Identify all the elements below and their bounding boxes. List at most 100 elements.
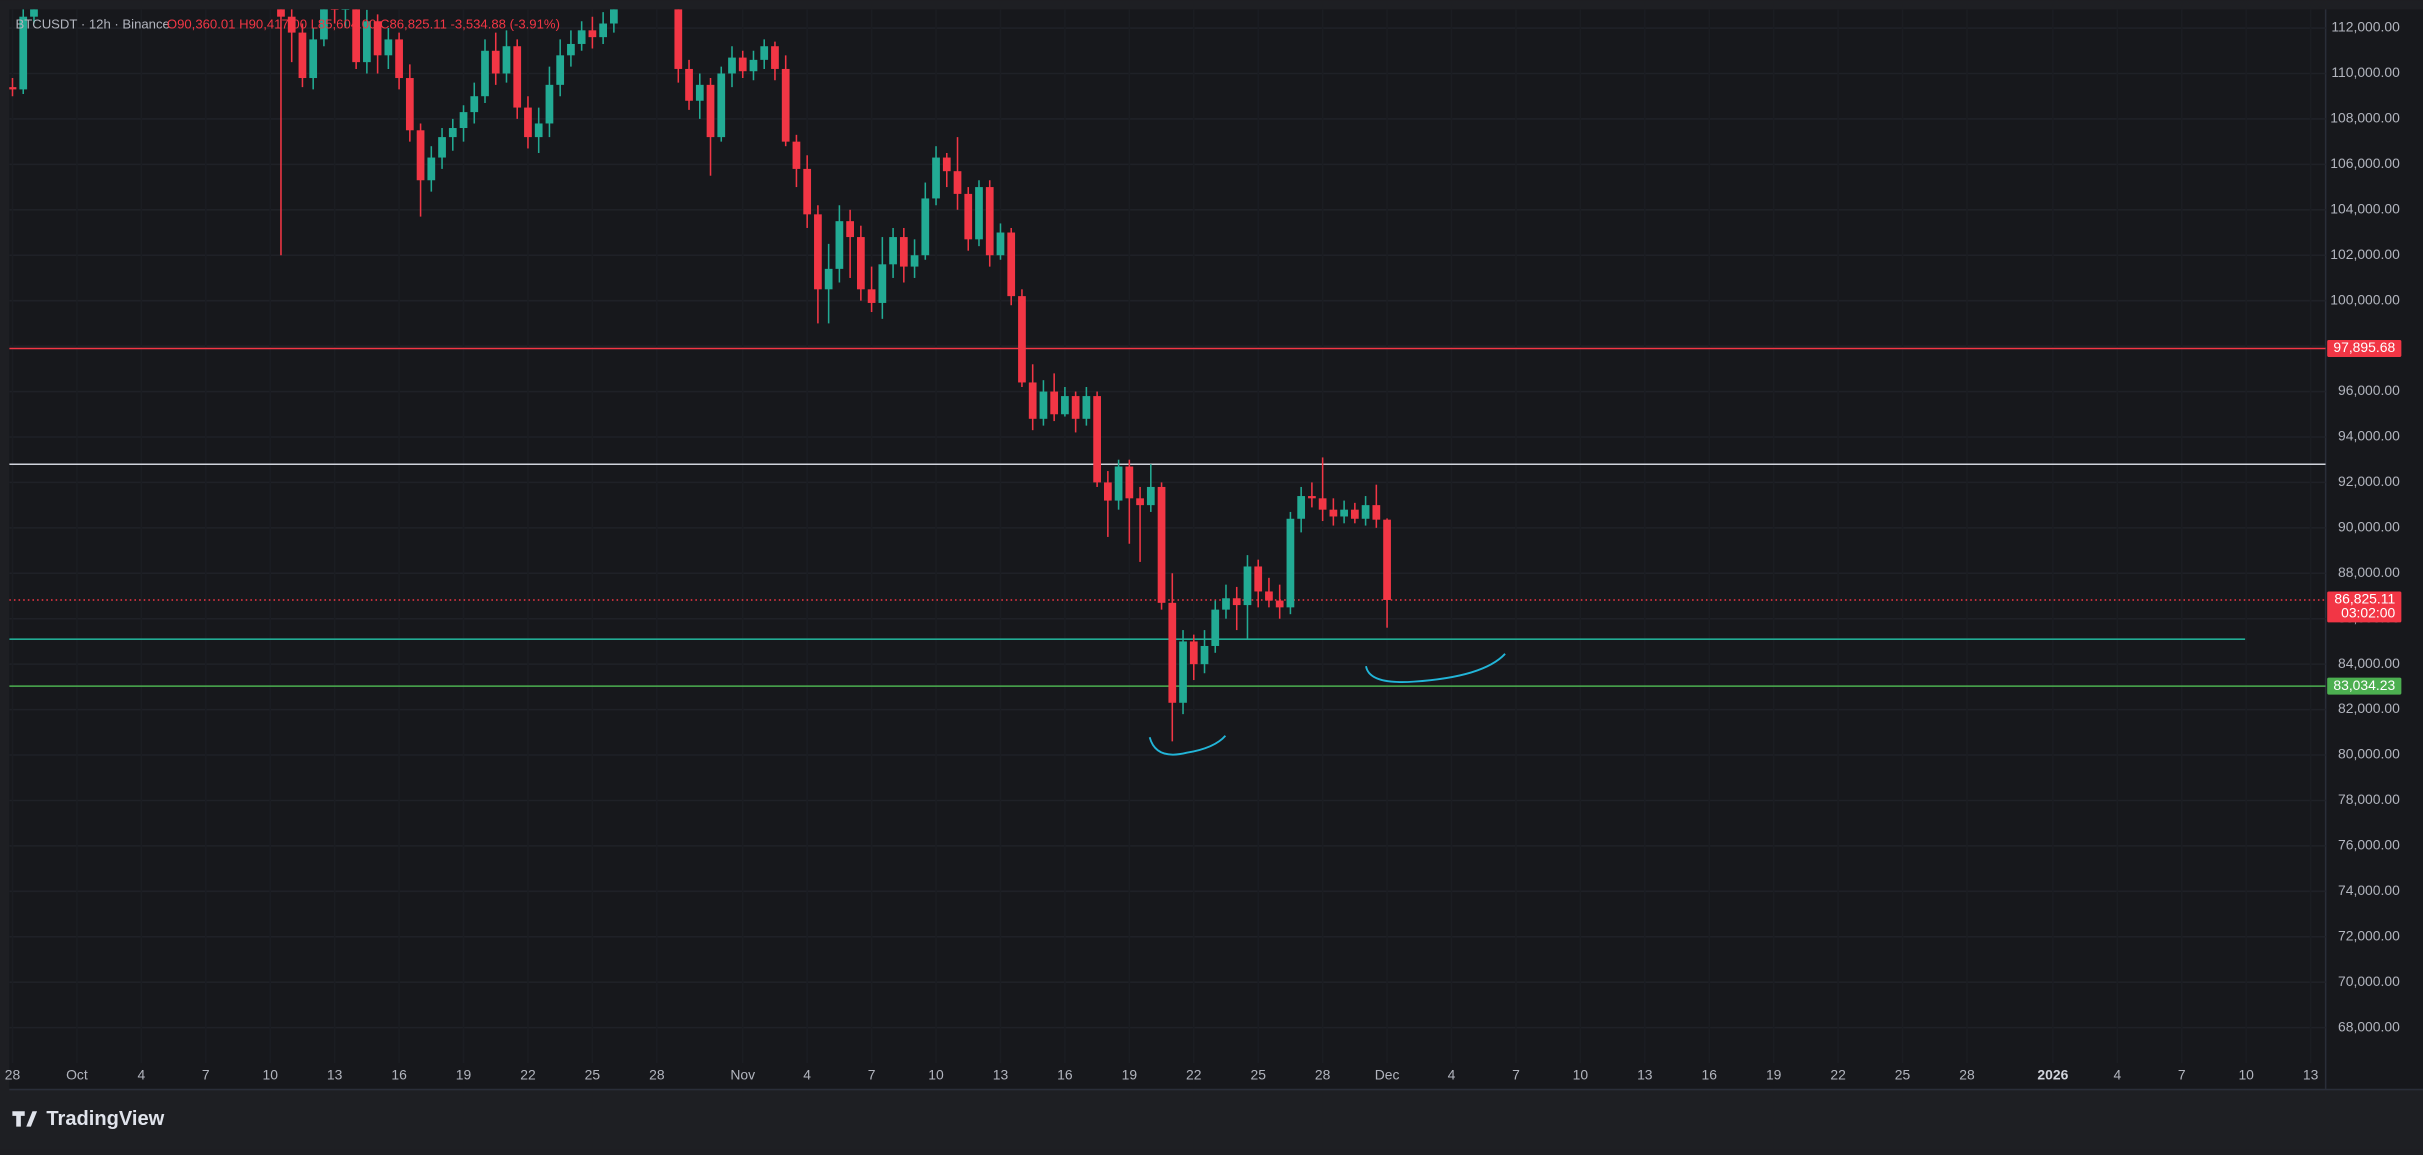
candle-body xyxy=(1211,609,1220,646)
x-tick-label: 19 xyxy=(1766,1066,1782,1082)
candle-body xyxy=(1071,396,1080,419)
candle-body xyxy=(942,157,951,172)
candle-body xyxy=(695,84,704,101)
x-tick-label: 10 xyxy=(928,1066,944,1082)
y-tick-label: 100,000.00 xyxy=(2330,291,2400,307)
candle-body xyxy=(577,30,586,44)
candle-body xyxy=(749,59,758,72)
x-tick-label: 13 xyxy=(2303,1066,2319,1082)
y-tick-label: 80,000.00 xyxy=(2338,746,2400,762)
candle-body xyxy=(1050,391,1059,415)
y-tick-label: 74,000.00 xyxy=(2338,882,2400,898)
candle-body xyxy=(567,43,575,56)
candle-body xyxy=(1168,602,1177,703)
candle-body xyxy=(1157,486,1166,603)
symbol-info: BTCUSDT · 12h · Binance xyxy=(15,16,169,31)
candle-body xyxy=(771,46,779,69)
candle-body xyxy=(889,237,897,265)
series-layer xyxy=(9,9,2326,1064)
x-tick-label: 28 xyxy=(5,1066,21,1082)
candle-body xyxy=(373,21,382,56)
candle-body xyxy=(416,130,425,181)
candle-body xyxy=(19,16,28,90)
candle-body xyxy=(953,171,962,194)
candle-body xyxy=(470,96,479,113)
candle-body xyxy=(975,187,983,240)
y-tick-label: 88,000.00 xyxy=(2338,564,2400,580)
candle-body xyxy=(1308,496,1316,499)
x-tick-label: 2026 xyxy=(2037,1066,2068,1082)
candle-body xyxy=(502,46,511,74)
candle-body xyxy=(792,141,801,169)
candle-body xyxy=(352,9,361,63)
x-tick-label: 25 xyxy=(1250,1066,1266,1082)
price-label-box xyxy=(2327,677,2402,695)
candle-body xyxy=(1125,466,1134,499)
x-tick-label: 16 xyxy=(391,1066,407,1082)
x-tick-label: 10 xyxy=(262,1066,278,1082)
x-tick-label: 7 xyxy=(1512,1066,1520,1082)
candle-body xyxy=(1018,296,1026,383)
candle-body xyxy=(1372,505,1381,520)
candle-body xyxy=(395,39,403,79)
candle-body xyxy=(996,232,1005,256)
candle-body xyxy=(856,237,865,290)
candle-body xyxy=(524,107,532,138)
candle-body xyxy=(1007,232,1016,297)
x-tick-label: 25 xyxy=(585,1066,601,1082)
candle-body xyxy=(878,264,887,303)
candle-body xyxy=(1093,396,1101,483)
candle-body xyxy=(427,157,436,181)
x-tick-label: 22 xyxy=(1830,1066,1846,1082)
candle-body xyxy=(1297,496,1306,519)
price-label-box xyxy=(2327,591,2402,623)
candle-body xyxy=(1350,509,1359,519)
countdown-label: 03:02:00 xyxy=(2341,605,2395,621)
y-tick-label: 112,000.00 xyxy=(2331,19,2400,35)
x-tick-label: 16 xyxy=(1702,1066,1718,1082)
candle-body xyxy=(674,9,683,69)
candle-body xyxy=(341,9,350,10)
candle-body xyxy=(985,187,994,256)
candle-body xyxy=(599,23,607,38)
candle-body xyxy=(1189,641,1198,665)
candle-body xyxy=(717,73,726,138)
drawing-arc xyxy=(1148,735,1227,756)
y-tick-label: 90,000.00 xyxy=(2338,519,2400,535)
x-tick-label: 22 xyxy=(1186,1066,1202,1082)
x-tick-label: 19 xyxy=(1122,1066,1138,1082)
y-tick-label: 94,000.00 xyxy=(2338,428,2400,444)
candle-body xyxy=(1383,519,1391,600)
candle-body xyxy=(309,39,318,79)
y-tick-label: 76,000.00 xyxy=(2338,837,2400,853)
candle-body xyxy=(1039,391,1048,419)
candle-body xyxy=(459,112,468,129)
candle-body xyxy=(706,84,715,138)
x-tick-label: 4 xyxy=(137,1066,145,1082)
candle-body xyxy=(964,193,973,240)
price-label: 97,895.68 xyxy=(2333,339,2395,355)
ohlc-info: O90,360.01 H90,417.00 L85,604.00 C86,825… xyxy=(167,16,560,31)
candle-body xyxy=(760,46,769,60)
y-tick-label: 68,000.00 xyxy=(2338,1018,2400,1034)
candle-body xyxy=(1103,482,1112,501)
x-tick-label: 13 xyxy=(1637,1066,1653,1082)
candle-body xyxy=(1146,486,1155,506)
candle-body xyxy=(1340,509,1348,517)
candle-body xyxy=(1243,566,1252,606)
x-tick-label: 28 xyxy=(1315,1066,1331,1082)
candle-body xyxy=(1179,641,1187,703)
x-tick-label: 13 xyxy=(993,1066,1009,1082)
y-tick-label: 102,000.00 xyxy=(2330,246,2400,262)
x-tick-label: 4 xyxy=(1448,1066,1456,1082)
x-tick-label: Dec xyxy=(1375,1066,1400,1082)
price-label-box xyxy=(2327,339,2402,357)
candle-body xyxy=(320,9,328,40)
y-tick-label: 110,000.00 xyxy=(2331,64,2400,80)
y-tick-label: 96,000.00 xyxy=(2338,382,2400,398)
y-tick-label: 78,000.00 xyxy=(2338,791,2400,807)
axes-layer: 68,000.00 70,000.00 72,000.00 74,000.00 76,0… xyxy=(5,19,2402,1082)
candle-body xyxy=(534,123,543,138)
candle-body xyxy=(588,30,597,38)
